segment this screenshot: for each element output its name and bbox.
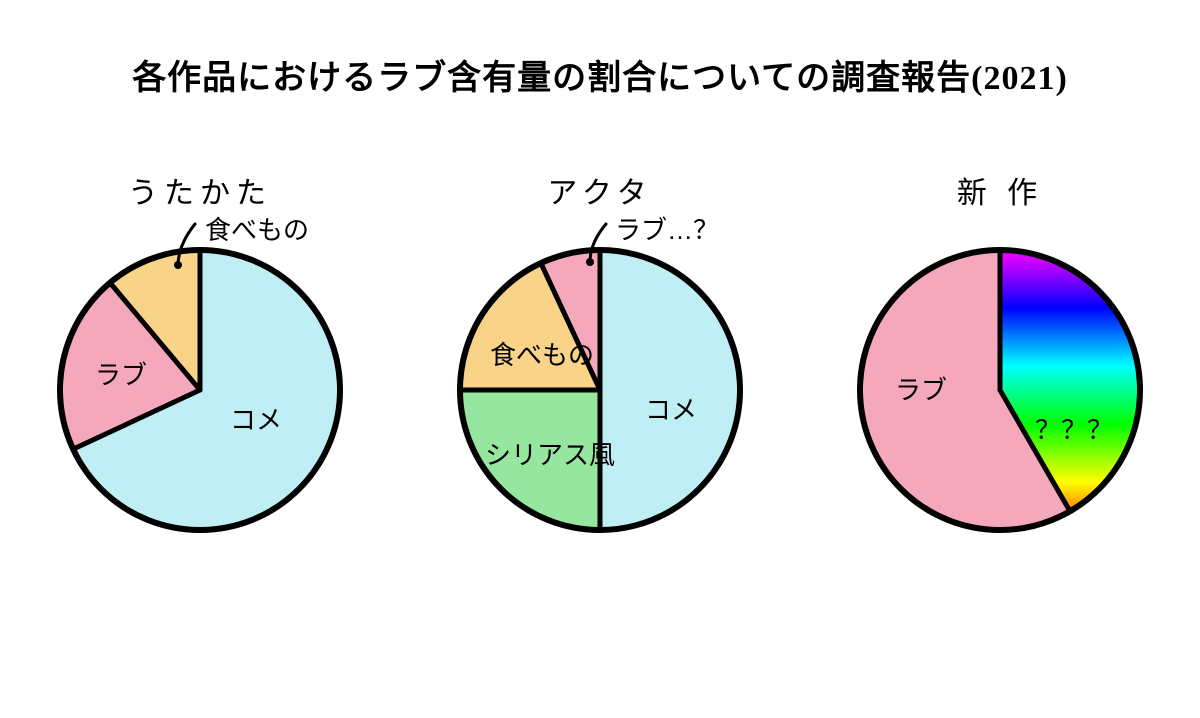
page-title: 各作品におけるラブ含有量の割合についての調査報告(2021) [0, 50, 1200, 99]
charts-row: うたかたコメラブ食べものアクタコメシリアス風食べものラブ…？新 作ラブ？？？ [0, 160, 1200, 550]
slice-label: コメ [230, 400, 282, 437]
slice-label: 食べもの [490, 335, 594, 372]
slice-label: ラブ [895, 370, 947, 407]
slice-label: ？？？ [1035, 410, 1113, 447]
slice-label: コメ [645, 390, 697, 427]
chart-1: アクタコメシリアス風食べものラブ…？ [420, 160, 780, 550]
slice-label: 食べもの [205, 210, 309, 247]
pie: コメラブ食べもの [40, 230, 360, 550]
pie: ラブ ？？？ [840, 230, 1160, 550]
slice-label: ラブ [95, 355, 147, 392]
slice-label: シリアス風 [485, 435, 615, 472]
pie: コメシリアス風食べものラブ…？ [440, 230, 760, 550]
chart-0: うたかたコメラブ食べもの [20, 160, 380, 550]
chart-title: 新 作 [957, 160, 1043, 220]
page: 各作品におけるラブ含有量の割合についての調査報告(2021) うたかたコメラブ食… [0, 0, 1200, 718]
chart-2: 新 作ラブ ？？？ [820, 160, 1180, 550]
slice-label: ラブ…？ [615, 210, 719, 247]
